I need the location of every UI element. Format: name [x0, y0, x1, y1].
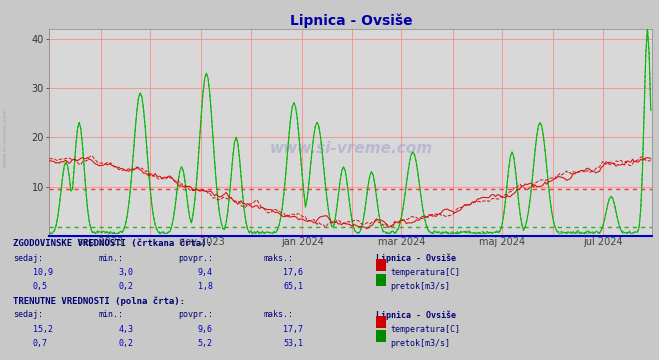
Text: maks.:: maks.: — [264, 310, 294, 319]
Text: www.si-vreme.com: www.si-vreme.com — [3, 107, 8, 167]
Bar — [376, 274, 386, 285]
Text: povpr.:: povpr.: — [178, 310, 213, 319]
Bar — [376, 330, 386, 342]
Text: 3,0: 3,0 — [119, 268, 134, 277]
Text: min.:: min.: — [99, 253, 124, 262]
Text: 0,5: 0,5 — [33, 282, 48, 291]
Bar — [376, 259, 386, 271]
Text: povpr.:: povpr.: — [178, 253, 213, 262]
Text: min.:: min.: — [99, 310, 124, 319]
Text: pretok[m3/s]: pretok[m3/s] — [390, 282, 450, 291]
Text: sedaj:: sedaj: — [13, 253, 43, 262]
Text: 65,1: 65,1 — [283, 282, 303, 291]
Text: temperatura[C]: temperatura[C] — [390, 324, 460, 333]
Text: TRENUTNE VREDNOSTI (polna črta):: TRENUTNE VREDNOSTI (polna črta): — [13, 296, 185, 306]
Text: 15,2: 15,2 — [33, 324, 53, 333]
Text: 4,3: 4,3 — [119, 324, 134, 333]
Text: Lipnica - Ovsiše: Lipnica - Ovsiše — [376, 310, 455, 320]
Title: Lipnica - Ovsiše: Lipnica - Ovsiše — [289, 13, 413, 28]
Text: Lipnica - Ovsiše: Lipnica - Ovsiše — [376, 253, 455, 263]
Text: 10,9: 10,9 — [33, 268, 53, 277]
Text: 0,7: 0,7 — [33, 339, 48, 348]
Text: 0,2: 0,2 — [119, 282, 134, 291]
Text: 53,1: 53,1 — [283, 339, 303, 348]
Text: temperatura[C]: temperatura[C] — [390, 268, 460, 277]
Text: 9,6: 9,6 — [198, 324, 213, 333]
Text: 17,7: 17,7 — [283, 324, 303, 333]
Text: www.si-vreme.com: www.si-vreme.com — [270, 141, 432, 156]
Text: ZGODOVINSKE VREDNOSTI (črtkana črta):: ZGODOVINSKE VREDNOSTI (črtkana črta): — [13, 239, 212, 248]
Text: maks.:: maks.: — [264, 253, 294, 262]
Bar — [376, 316, 386, 328]
Text: 5,2: 5,2 — [198, 339, 213, 348]
Text: sedaj:: sedaj: — [13, 310, 43, 319]
Text: 17,6: 17,6 — [283, 268, 303, 277]
Text: 0,2: 0,2 — [119, 339, 134, 348]
Text: 9,4: 9,4 — [198, 268, 213, 277]
Text: pretok[m3/s]: pretok[m3/s] — [390, 339, 450, 348]
Text: 1,8: 1,8 — [198, 282, 213, 291]
